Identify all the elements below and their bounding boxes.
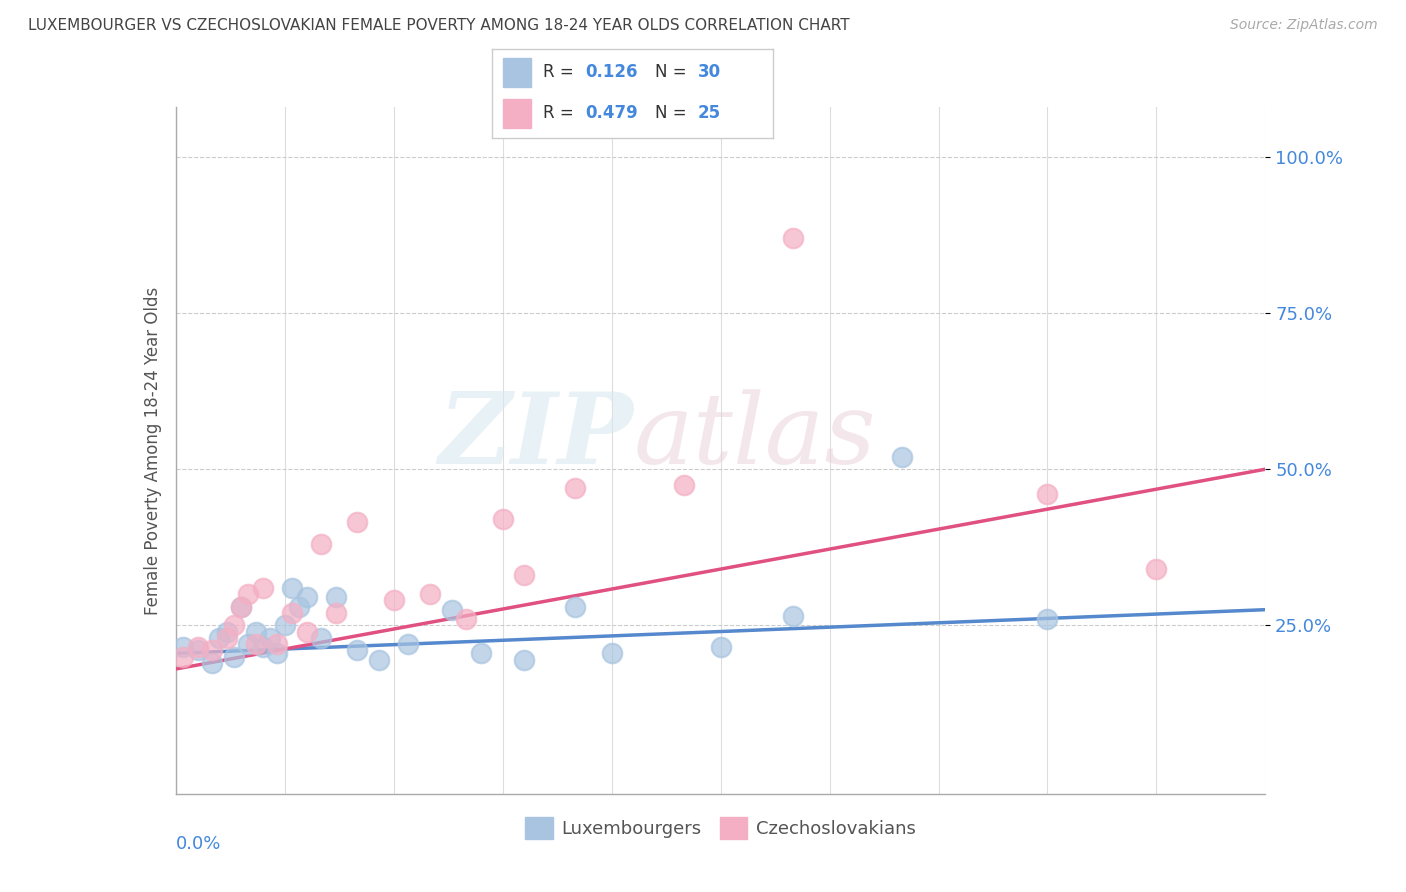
Point	[382, 593, 405, 607]
Point	[266, 646, 288, 660]
Point	[564, 599, 586, 614]
Y-axis label: Female Poverty Among 18-24 Year Olds: Female Poverty Among 18-24 Year Olds	[143, 286, 162, 615]
Point	[295, 624, 318, 639]
Point	[266, 637, 288, 651]
Point	[513, 568, 536, 582]
Point	[245, 637, 267, 651]
Point	[710, 640, 733, 655]
Point	[222, 649, 245, 664]
Point	[245, 624, 267, 639]
Point	[513, 653, 536, 667]
Point	[440, 603, 463, 617]
Text: 25: 25	[697, 103, 720, 122]
Text: N =: N =	[655, 62, 692, 81]
Point	[325, 606, 347, 620]
Point	[231, 599, 253, 614]
Point	[492, 512, 515, 526]
Point	[346, 643, 368, 657]
Text: LUXEMBOURGER VS CZECHOSLOVAKIAN FEMALE POVERTY AMONG 18-24 YEAR OLDS CORRELATION: LUXEMBOURGER VS CZECHOSLOVAKIAN FEMALE P…	[28, 18, 849, 33]
Point	[309, 631, 332, 645]
Point	[325, 591, 347, 605]
Bar	[503, 58, 531, 87]
Point	[252, 640, 274, 655]
Point	[368, 653, 391, 667]
Legend: Luxembourgers, Czechoslovakians: Luxembourgers, Czechoslovakians	[519, 810, 922, 847]
Point	[281, 606, 304, 620]
Point	[222, 618, 245, 632]
Text: 0.479: 0.479	[585, 103, 638, 122]
Point	[673, 478, 696, 492]
Text: Source: ZipAtlas.com: Source: ZipAtlas.com	[1230, 18, 1378, 32]
Point	[419, 587, 441, 601]
Point	[1146, 562, 1168, 576]
Point	[208, 631, 231, 645]
Point	[396, 637, 419, 651]
Point	[891, 450, 914, 464]
Point	[201, 656, 224, 670]
Point	[238, 587, 260, 601]
Point	[346, 516, 368, 530]
Text: 0.126: 0.126	[585, 62, 637, 81]
Point	[564, 481, 586, 495]
Point	[1036, 612, 1059, 626]
Point	[295, 591, 318, 605]
Point	[201, 643, 224, 657]
Point	[186, 640, 209, 655]
Text: N =: N =	[655, 103, 692, 122]
Point	[1036, 487, 1059, 501]
Point	[172, 640, 194, 655]
Text: 0.0%: 0.0%	[176, 835, 221, 853]
Text: 30: 30	[697, 62, 720, 81]
Text: ZIP: ZIP	[439, 389, 633, 485]
Point	[782, 608, 804, 623]
Point	[231, 599, 253, 614]
Point	[215, 624, 238, 639]
Text: R =: R =	[543, 103, 579, 122]
Point	[186, 643, 209, 657]
Point	[288, 599, 311, 614]
Point	[281, 581, 304, 595]
Point	[456, 612, 478, 626]
Point	[600, 646, 623, 660]
Bar	[503, 99, 531, 128]
Point	[470, 646, 492, 660]
Point	[238, 637, 260, 651]
Point	[172, 649, 194, 664]
Point	[782, 231, 804, 245]
Point	[215, 631, 238, 645]
Point	[309, 537, 332, 551]
Point	[274, 618, 297, 632]
Text: atlas: atlas	[633, 389, 876, 484]
Text: R =: R =	[543, 62, 579, 81]
Point	[252, 581, 274, 595]
Point	[259, 631, 281, 645]
